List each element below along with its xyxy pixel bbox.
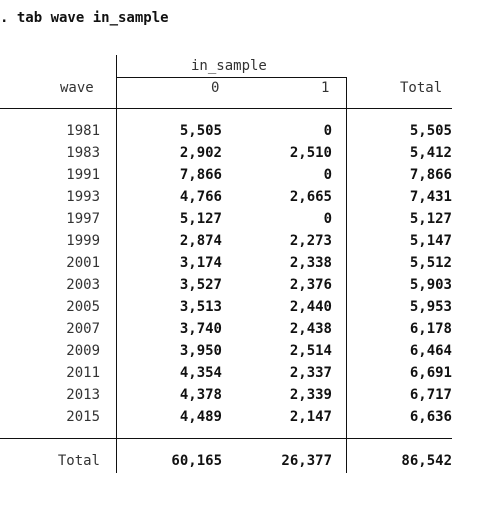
row-value-0: 2,902 xyxy=(179,145,222,161)
row-value-0: 5,127 xyxy=(179,211,222,227)
row-label: 1981 xyxy=(66,123,100,139)
row-value-0: 5,505 xyxy=(179,123,222,139)
row-value-1: 2,376 xyxy=(289,277,332,293)
total-row-value-1: 26,377 xyxy=(281,453,332,469)
row-value-1: 2,337 xyxy=(289,365,332,381)
row-value-1: 2,510 xyxy=(289,145,332,161)
row-value-0: 3,950 xyxy=(179,343,222,359)
row-value-0: 3,174 xyxy=(179,255,222,271)
row-total-value: 6,691 xyxy=(409,365,452,381)
header-separator xyxy=(0,108,452,109)
total-row-value-total: 86,542 xyxy=(401,453,452,469)
row-value-0: 4,489 xyxy=(179,409,222,425)
total-separator xyxy=(0,438,452,439)
row-value-1: 0 xyxy=(323,123,332,139)
row-total-value: 6,178 xyxy=(409,321,452,337)
row-label: 1997 xyxy=(66,211,100,227)
column-header-1: 1 xyxy=(321,80,330,96)
row-value-1: 2,273 xyxy=(289,233,332,249)
column-header-0: 0 xyxy=(211,80,220,96)
row-value-1: 2,514 xyxy=(289,343,332,359)
row-label: 2009 xyxy=(66,343,100,359)
total-row-value-0: 60,165 xyxy=(171,453,222,469)
row-total-value: 5,903 xyxy=(409,277,452,293)
row-value-1: 2,665 xyxy=(289,189,332,205)
row-total-value: 5,512 xyxy=(409,255,452,271)
total-column-divider xyxy=(346,77,347,473)
row-total-value: 5,505 xyxy=(409,123,452,139)
row-value-1: 2,147 xyxy=(289,409,332,425)
row-value-1: 2,438 xyxy=(289,321,332,337)
row-label: 2015 xyxy=(66,409,100,425)
row-label: 1999 xyxy=(66,233,100,249)
row-value-0: 4,354 xyxy=(179,365,222,381)
row-value-1: 0 xyxy=(323,167,332,183)
row-label: 2011 xyxy=(66,365,100,381)
row-total-value: 6,636 xyxy=(409,409,452,425)
row-value-0: 4,378 xyxy=(179,387,222,403)
row-total-value: 5,127 xyxy=(409,211,452,227)
total-row-label: Total xyxy=(57,453,100,469)
row-total-value: 7,866 xyxy=(409,167,452,183)
row-total-value: 5,412 xyxy=(409,145,452,161)
row-value-0: 7,866 xyxy=(179,167,222,183)
total-column-header: Total xyxy=(400,80,443,96)
row-value-1: 2,339 xyxy=(289,387,332,403)
row-total-value: 7,431 xyxy=(409,189,452,205)
row-label: 2007 xyxy=(66,321,100,337)
row-value-0: 2,874 xyxy=(179,233,222,249)
row-variable-header: wave xyxy=(60,80,94,96)
row-label: 2001 xyxy=(66,255,100,271)
row-label: 2005 xyxy=(66,299,100,315)
row-label: 2013 xyxy=(66,387,100,403)
row-total-value: 6,717 xyxy=(409,387,452,403)
command-line: . tab wave in_sample xyxy=(0,10,169,26)
row-value-0: 3,513 xyxy=(179,299,222,315)
row-label: 1983 xyxy=(66,145,100,161)
row-value-1: 0 xyxy=(323,211,332,227)
row-label-divider xyxy=(116,55,117,473)
column-variable-header: in_sample xyxy=(191,58,267,74)
row-label: 2003 xyxy=(66,277,100,293)
row-value-1: 2,338 xyxy=(289,255,332,271)
row-total-value: 6,464 xyxy=(409,343,452,359)
row-label: 1993 xyxy=(66,189,100,205)
row-value-0: 3,527 xyxy=(179,277,222,293)
row-value-1: 2,440 xyxy=(289,299,332,315)
row-label: 1991 xyxy=(66,167,100,183)
row-value-0: 3,740 xyxy=(179,321,222,337)
row-total-value: 5,147 xyxy=(409,233,452,249)
row-value-0: 4,766 xyxy=(179,189,222,205)
row-total-value: 5,953 xyxy=(409,299,452,315)
column-variable-rule xyxy=(116,77,346,78)
